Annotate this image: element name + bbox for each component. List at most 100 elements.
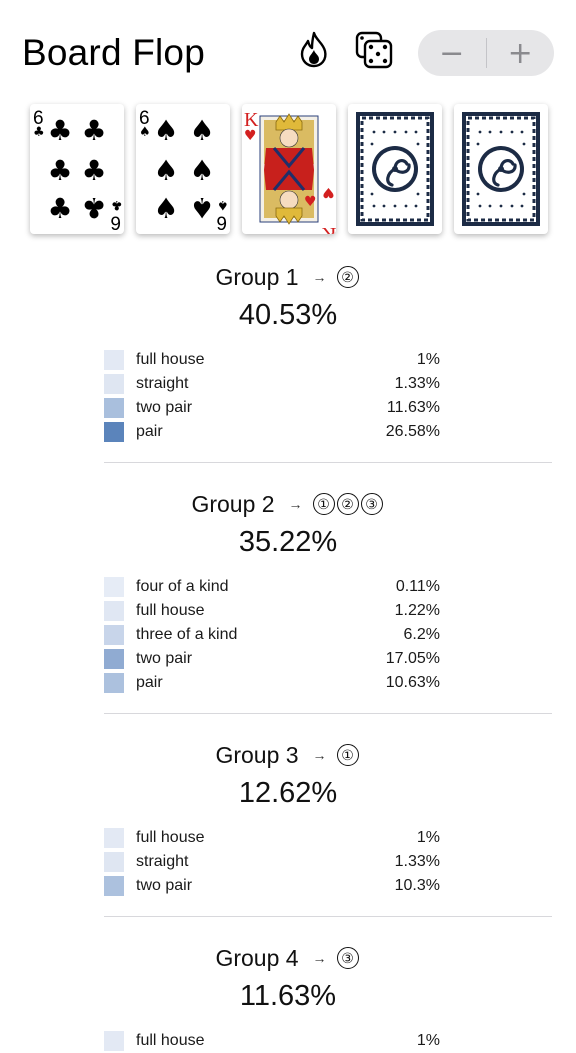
arrow-icon: → — [312, 269, 327, 285]
hand-probability: 1% — [416, 829, 440, 846]
color-swatch — [104, 625, 124, 645]
svg-text:♣: ♣ — [81, 154, 106, 187]
hand-row: three of a kind 6.2% — [104, 623, 440, 647]
group-header[interactable]: Group 1 → ② — [0, 258, 576, 296]
color-swatch — [104, 673, 124, 693]
color-swatch — [104, 422, 124, 442]
color-swatch — [104, 649, 124, 669]
hand-row: two pair 10.3% — [104, 874, 440, 898]
hand-label: four of a kind — [136, 578, 229, 595]
dice-icon — [354, 30, 394, 75]
svg-text:♠: ♠ — [139, 125, 151, 140]
flame-icon — [297, 31, 331, 74]
group-divider — [104, 462, 552, 463]
color-swatch — [104, 350, 124, 370]
dice-button[interactable] — [354, 30, 394, 75]
hand-row: straight 1.33% — [104, 372, 440, 396]
hand-row: full house 1.22% — [104, 599, 440, 623]
card-marker-badge: ② — [336, 493, 359, 515]
svg-text:♣: ♣ — [47, 154, 72, 187]
hand-label: two pair — [136, 877, 193, 894]
hand-label: pair — [136, 674, 163, 691]
svg-text:♠: ♠ — [189, 191, 214, 224]
svg-text:♥: ♥ — [244, 128, 257, 144]
arrow-icon: → — [312, 747, 327, 763]
board-stepper[interactable]: − + — [418, 30, 554, 76]
svg-text:♠: ♠ — [153, 154, 178, 187]
hand-row: pair 10.63% — [104, 671, 440, 695]
color-swatch — [104, 398, 124, 418]
hand-probability: 1.22% — [394, 602, 440, 619]
hand-label: three of a kind — [136, 626, 238, 643]
hand-probability: 1% — [416, 1032, 440, 1049]
flame-button[interactable] — [294, 31, 334, 74]
card-index-bottom: 9 — [110, 214, 121, 234]
decrement-button[interactable]: − — [439, 35, 465, 71]
card-rank-top: K — [244, 109, 259, 131]
card-index-bottom: 9 — [216, 214, 227, 234]
card-face-down[interactable] — [454, 104, 548, 234]
hand-probability: 17.05% — [385, 650, 440, 667]
card-face-down[interactable] — [348, 104, 442, 234]
card-king-of-hearts[interactable]: K ♥ ♥ K ♥ — [242, 104, 336, 234]
group-header[interactable]: Group 2 → ① ② ③ — [0, 485, 576, 523]
color-swatch — [104, 374, 124, 394]
card-six-of-spades[interactable]: 6 ♠ ♠ ♠ ♠ ♠ ♠ ♠ 9 ♠ — [136, 104, 230, 234]
hand-label: full house — [136, 829, 205, 846]
group-section: Group 3 → ① 12.62% full house 1% straight 1.33%… — [0, 736, 576, 917]
hand-row: pair 26.58% — [104, 420, 440, 444]
svg-text:♠: ♠ — [217, 197, 229, 212]
hand-row: straight 1.33% — [104, 850, 440, 874]
hand-row: full house 1% — [104, 348, 440, 372]
svg-text:♥: ♥ — [304, 194, 317, 210]
hand-row: four of a kind 0.11% — [104, 575, 440, 599]
hand-breakdown-list: full house 1% straight 1.33% two pair 11.63% p… — [104, 348, 440, 444]
hand-label: full house — [136, 1032, 205, 1049]
svg-text:♣: ♣ — [81, 114, 106, 147]
color-swatch — [104, 1031, 124, 1051]
card-marker-badge: ① — [312, 493, 335, 515]
hand-label: two pair — [136, 399, 193, 416]
card-marker-badge: ② — [336, 266, 359, 288]
group-name: Group 3 — [215, 741, 299, 768]
card-six-of-clubs[interactable]: 6 ♣ ♣ ♣ ♣ ♣ ♣ ♣ 9 ♣ — [30, 104, 124, 234]
hand-label: full house — [136, 602, 205, 619]
group-name: Group 4 — [215, 944, 299, 971]
hand-probability: 1.33% — [394, 375, 440, 392]
card-marker-badge: ③ — [360, 493, 383, 515]
group-header[interactable]: Group 4 → ③ — [0, 939, 576, 977]
svg-text:♠: ♠ — [153, 114, 178, 147]
svg-text:♠: ♠ — [189, 114, 214, 147]
svg-text:♠: ♠ — [153, 192, 178, 225]
group-percentage: 40.53% — [238, 299, 338, 331]
increment-button[interactable]: + — [507, 35, 533, 71]
group-section: Group 4 → ③ 11.63% full house 1% — [0, 939, 576, 1053]
hand-label: straight — [136, 853, 189, 870]
board-cards: 6 ♣ ♣ ♣ ♣ ♣ ♣ ♣ 9 ♣ 6 ♠ ♠ ♠ ♠ ♠ ♠ ♠ 9 ♠ — [30, 104, 550, 236]
hand-row: full house 1% — [104, 826, 440, 850]
stepper-divider — [485, 38, 487, 68]
color-swatch — [104, 577, 124, 597]
hand-row: full house 1% — [104, 1029, 440, 1053]
group-divider — [104, 713, 552, 714]
color-swatch — [104, 876, 124, 896]
card-marker-badge: ① — [336, 744, 359, 766]
card-marker-badge: ③ — [336, 947, 359, 969]
color-swatch — [104, 852, 124, 872]
svg-text:♣: ♣ — [47, 192, 72, 225]
hand-probability: 10.3% — [394, 877, 440, 894]
svg-text:♠: ♠ — [189, 154, 214, 187]
group-name: Group 2 — [191, 490, 275, 517]
svg-text:♣: ♣ — [81, 191, 106, 224]
page-title: Board Flop — [22, 32, 205, 73]
hand-breakdown-list: full house 1% — [104, 1029, 440, 1053]
hand-label: full house — [136, 351, 205, 368]
hand-row: two pair 17.05% — [104, 647, 440, 671]
hand-breakdown-list: full house 1% straight 1.33% two pair 10.3% — [104, 826, 440, 898]
card-rank-top: 6 — [139, 108, 150, 129]
svg-text:♣: ♣ — [111, 197, 123, 212]
hand-probability: 1% — [416, 351, 440, 368]
svg-text:K: K — [321, 223, 336, 234]
group-header[interactable]: Group 3 → ① — [0, 736, 576, 774]
group-percentage: 35.22% — [238, 526, 338, 558]
